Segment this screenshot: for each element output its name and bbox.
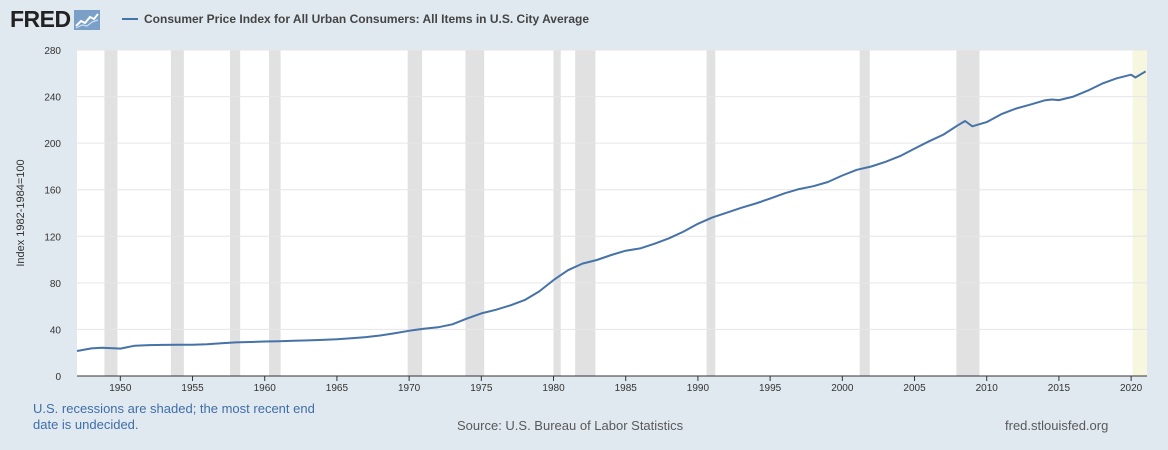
y-tick-label: 240 <box>44 93 61 104</box>
logo-graph-icon <box>73 9 100 30</box>
x-tick-label: 2015 <box>1048 383 1071 394</box>
x-tick-label: 2005 <box>903 383 926 394</box>
x-tick-label: 1980 <box>542 383 565 394</box>
x-tick-label: 1985 <box>615 383 638 394</box>
x-tick-label: 1975 <box>470 383 493 394</box>
legend-swatch <box>122 18 138 20</box>
x-tick-label: 1990 <box>687 383 710 394</box>
y-tick-label: 0 <box>55 372 61 383</box>
recession-note: U.S. recessions are shaded; the most rec… <box>33 401 315 432</box>
y-tick-label: 160 <box>44 186 61 197</box>
source-text: Source: U.S. Bureau of Labor Statistics <box>457 418 684 433</box>
x-tick-label: 2020 <box>1120 383 1143 394</box>
x-tick-label: 1995 <box>759 383 782 394</box>
recession-band <box>956 50 980 376</box>
y-tick-label: 120 <box>44 232 61 243</box>
y-tick-label: 40 <box>50 325 62 336</box>
x-tick-label: 2000 <box>831 383 854 394</box>
recession-band-undecided <box>1132 50 1147 376</box>
y-tick-label: 80 <box>50 279 62 290</box>
x-tick-label: 1950 <box>109 383 132 394</box>
site-link[interactable]: fred.stlouisfed.org <box>1005 418 1109 433</box>
y-axis-title: Index 1982-1984=100 <box>15 159 27 266</box>
x-tick-label: 1955 <box>181 383 204 394</box>
x-tick-label: 1960 <box>254 383 277 394</box>
x-tick-label: 1965 <box>326 383 349 394</box>
logo-text: FRED <box>10 6 71 32</box>
y-tick-label: 280 <box>44 46 61 57</box>
legend-label: Consumer Price Index for All Urban Consu… <box>144 12 589 26</box>
recession-band <box>575 50 596 376</box>
chart-legend: Consumer Price Index for All Urban Consu… <box>122 12 589 26</box>
recession-band <box>407 50 423 376</box>
recession-band <box>104 50 118 376</box>
recession-band <box>859 50 870 376</box>
recession-band <box>706 50 716 376</box>
x-tick-label: 1970 <box>398 383 421 394</box>
recession-band <box>269 50 281 376</box>
y-tick-label: 200 <box>44 139 61 150</box>
cpi-line-chart: 0 40 80 120 160 200 240 280 1950 1955 1960 1965 1970… <box>15 46 1147 394</box>
fred-logo[interactable]: FRED <box>10 6 100 33</box>
recession-band <box>230 50 241 376</box>
recession-band <box>170 50 184 376</box>
series-line <box>76 70 1147 352</box>
x-tick-label: 2010 <box>976 383 999 394</box>
recession-band <box>465 50 485 376</box>
recession-band <box>553 50 561 376</box>
